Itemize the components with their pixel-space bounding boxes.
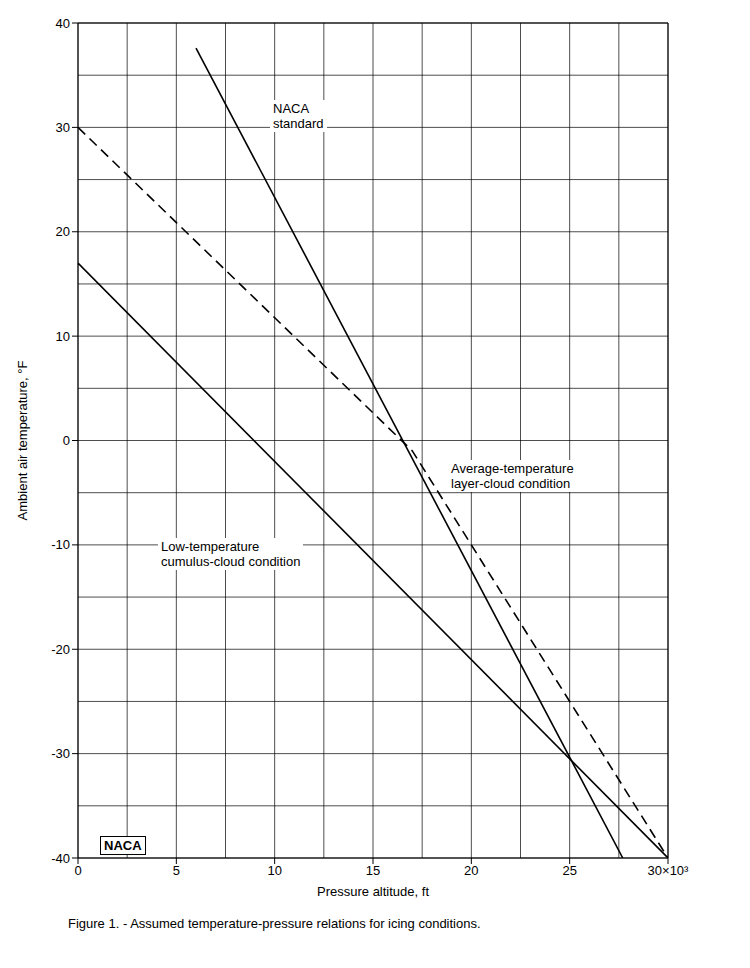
- svg-text:-10: -10: [51, 537, 70, 552]
- svg-text:30×10³: 30×10³: [648, 863, 690, 878]
- svg-text:10: 10: [267, 863, 281, 878]
- svg-text:25: 25: [562, 863, 576, 878]
- svg-text:0: 0: [74, 863, 81, 878]
- svg-text:-30: -30: [51, 746, 70, 761]
- svg-text:5: 5: [173, 863, 180, 878]
- svg-text:-20: -20: [51, 642, 70, 657]
- svg-text:30: 30: [56, 120, 70, 135]
- html-text:NACA: NACA: [104, 838, 142, 853]
- svg-text:0: 0: [63, 433, 70, 448]
- svg-text:20: 20: [56, 224, 70, 239]
- svg-text:Ambient air temperature, °F: Ambient air temperature, °F: [15, 361, 30, 521]
- html-text:Figure 1. - Assumed temperatur: Figure 1. - Assumed temperature-pressure…: [68, 916, 481, 931]
- svg-text:10: 10: [56, 329, 70, 344]
- svg-text:15: 15: [366, 863, 380, 878]
- html-text:NACA standard: NACA standard: [273, 101, 324, 131]
- html-text:Low-temperature cumulus-cloud: Low-temperature cumulus-cloud condition: [161, 539, 301, 569]
- html-text:Average-temperature layer-clou: Average-temperature layer-cloud conditio…: [451, 461, 574, 491]
- svg-text:20: 20: [464, 863, 478, 878]
- svg-text:-40: -40: [51, 851, 70, 866]
- svg-text:Pressure altitude, ft: Pressure altitude, ft: [317, 884, 429, 899]
- svg-text:40: 40: [56, 16, 70, 31]
